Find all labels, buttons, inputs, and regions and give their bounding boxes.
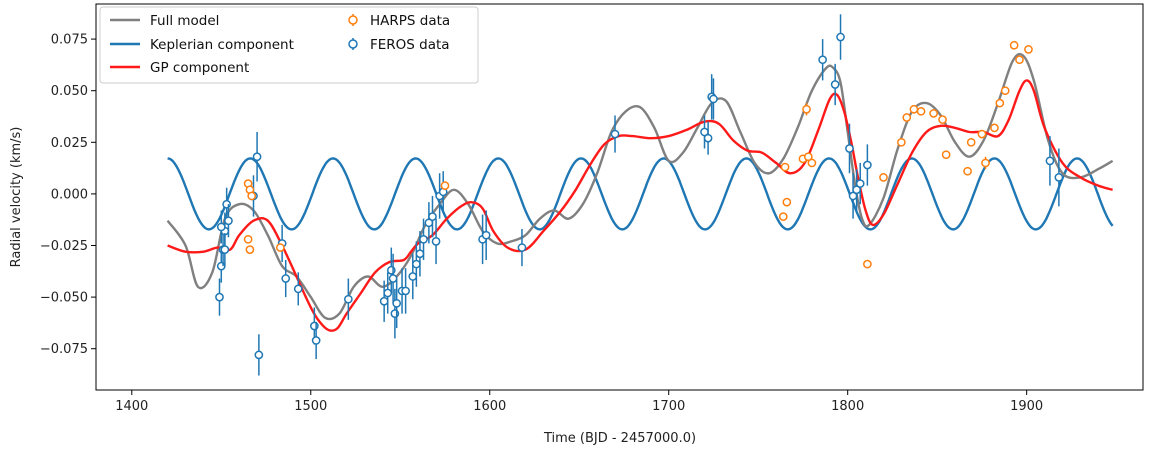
feros-data-point — [379, 296, 389, 306]
harps-data-point — [782, 197, 792, 207]
harps-data-point — [909, 104, 919, 114]
feros-data-point — [481, 230, 491, 240]
feros-data-point — [431, 237, 441, 246]
x-tick-label: 1800 — [831, 399, 864, 414]
harps-data-point — [440, 181, 450, 190]
legend-label-keplerian: Keplerian component — [150, 37, 294, 53]
harps-data-point — [963, 166, 972, 176]
harps-data-point — [966, 137, 976, 147]
harps-data-point — [990, 123, 999, 133]
feros-data-point — [415, 249, 425, 259]
harps-data-point — [275, 243, 285, 252]
x-tick-label: 1700 — [652, 399, 685, 414]
harps-data-point — [802, 104, 811, 114]
harps-data-point — [981, 158, 990, 168]
harps-data-point — [247, 191, 257, 201]
legend: Full model Keplerian component GP compon… — [99, 6, 479, 84]
feros-data-point — [610, 129, 620, 139]
feros-data-point — [408, 272, 418, 281]
feros-data-point — [383, 288, 393, 298]
feros-data-point — [281, 274, 291, 283]
feros-data-point — [224, 216, 233, 226]
y-tick-label: 0.025 — [51, 136, 88, 151]
harps-data-point — [902, 113, 912, 122]
feros-data-point — [311, 336, 321, 345]
feros-data-point — [1045, 156, 1055, 166]
feros-data-point — [709, 94, 718, 104]
harps-data-point — [243, 234, 253, 244]
harps-data-point — [863, 259, 872, 269]
legend-label-feros: FEROS data — [370, 37, 450, 53]
x-axis-title: Time (BJD - 2457000.0) — [543, 431, 696, 446]
feros-data-point — [419, 234, 428, 244]
feros-data-point — [863, 160, 872, 170]
legend-label-gp: GP component — [150, 60, 249, 76]
feros-data-point — [703, 133, 713, 143]
harps-data-point — [1024, 45, 1033, 54]
full-model-line — [166, 52, 1114, 321]
data-marks — [166, 14, 1114, 376]
feros-data-point — [836, 32, 845, 42]
y-tick-label: −0.075 — [40, 342, 88, 357]
keplerian-component-line — [167, 157, 1114, 231]
y-axis: −0.075 −0.050 −0.025 0.000 0.025 0.050 0.075 — [40, 33, 96, 357]
feros-data-point — [392, 298, 402, 308]
feros-data-point — [412, 259, 421, 269]
legend-swatch-harps — [348, 14, 358, 26]
feros-data-point — [388, 274, 398, 283]
harps-data-point — [929, 109, 938, 118]
legend-box — [99, 6, 479, 84]
y-tick-label: 0.050 — [51, 84, 88, 99]
legend-label-full-model: Full model — [150, 13, 219, 29]
harps-data-point — [780, 162, 790, 172]
feros-data-point — [254, 350, 264, 360]
harps-data-point — [1009, 40, 1019, 50]
feros-data-point — [845, 144, 854, 153]
feros-data-point — [818, 55, 827, 65]
harps-data-point — [916, 106, 926, 116]
harps-data-point — [1000, 86, 1010, 96]
harps-data-point — [977, 129, 987, 139]
y-axis-title: Radial velocity (km/s) — [9, 127, 24, 268]
feros-data-point — [252, 152, 262, 162]
feros-data-point — [293, 284, 303, 294]
feros-data-point — [220, 245, 230, 254]
feros-data-point — [855, 179, 865, 188]
y-tick-label: 0.000 — [51, 187, 88, 202]
y-tick-label: −0.050 — [40, 291, 88, 306]
gp-component-line — [167, 79, 1113, 332]
feros-data-point — [517, 243, 527, 252]
feros-data-point — [428, 212, 437, 221]
harps-data-point — [803, 152, 813, 162]
x-tick-label: 1500 — [294, 399, 327, 414]
x-tick-label: 1600 — [473, 399, 506, 414]
harps-data-point — [938, 115, 947, 124]
harps-data-point — [995, 98, 1005, 108]
harps-data-point — [245, 245, 255, 254]
harps-data-point — [1015, 55, 1024, 65]
x-tick-label: 1400 — [115, 399, 148, 414]
harps-data-point — [778, 212, 788, 221]
y-tick-label: −0.025 — [40, 239, 88, 254]
feros-data-point — [215, 292, 224, 302]
x-tick-label: 1900 — [1010, 399, 1043, 414]
feros-data-point — [1054, 173, 1064, 182]
feros-data-point — [344, 294, 353, 304]
legend-label-harps: HARPS data — [370, 13, 450, 29]
feros-data-point — [216, 222, 226, 232]
x-axis: 1400 1500 1600 1700 1800 1900 — [115, 390, 1043, 414]
harps-data-point — [941, 150, 951, 160]
harps-data-point — [879, 173, 888, 182]
feros-data-point — [830, 80, 840, 89]
feros-data-point — [401, 286, 410, 296]
legend-swatch-feros — [348, 38, 358, 50]
harps-data-point — [807, 158, 817, 168]
y-tick-label: 0.075 — [51, 33, 88, 48]
harps-data-point — [897, 137, 906, 147]
